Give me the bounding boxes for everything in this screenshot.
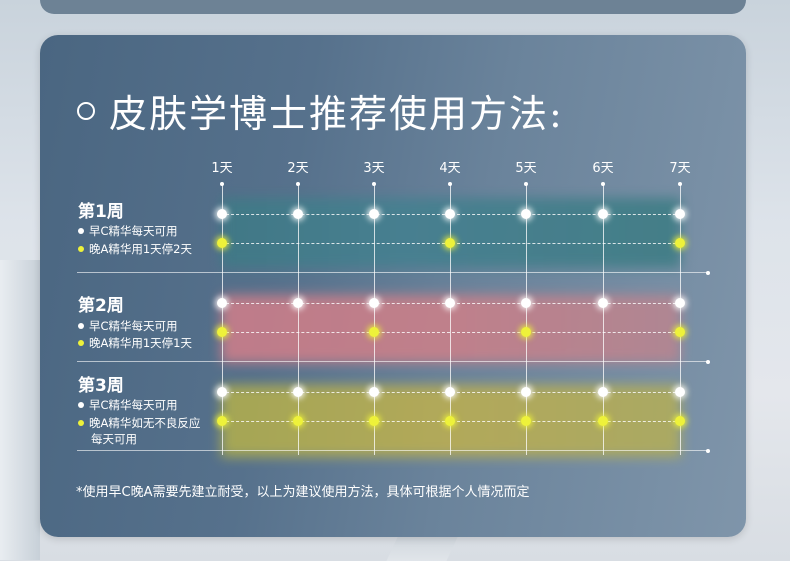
morning-dot: [369, 298, 379, 308]
background-decoration: [0, 260, 40, 560]
week2-night: 晚A精华用1天停1天: [78, 335, 192, 351]
morning-dot: [445, 209, 455, 219]
morning-dot: [369, 387, 379, 397]
morning-dot: [598, 298, 608, 308]
day-label: 3天: [363, 161, 385, 176]
morning-dot: [293, 298, 303, 308]
morning-dot: [217, 209, 227, 219]
week2-morning-label: 早C精华每天可用: [89, 319, 178, 333]
night-dot: [521, 416, 531, 426]
night-dot: [598, 416, 608, 426]
separator-end-dot: [706, 270, 710, 275]
night-dot: [675, 238, 685, 248]
day-label: 5天: [515, 161, 537, 176]
day-column-line: [298, 185, 299, 455]
yellow-dot-icon: [78, 340, 84, 346]
week1-morning-label: 早C精华每天可用: [89, 224, 178, 238]
white-dot-icon: [78, 402, 84, 408]
week3-night-label-cont: 每天可用: [91, 432, 137, 446]
morning-dot: [293, 387, 303, 397]
night-dot: [675, 327, 685, 337]
week1-night-label: 晚A精华用1天停2天: [89, 242, 192, 256]
day-label: 2天: [287, 161, 309, 176]
night-dot: [293, 416, 303, 426]
day-label: 1天: [211, 161, 233, 176]
separator-end-dot: [706, 359, 710, 364]
morning-dot: [675, 387, 685, 397]
yellow-dot-icon: [78, 246, 84, 252]
day-tick: [372, 182, 376, 186]
day-tick: [601, 182, 605, 186]
week-separator: [77, 272, 708, 273]
yellow-dot-icon: [78, 420, 84, 426]
footnote: *使用早C晚A需要先建立耐受，以上为建议使用方法，具体可根据个人情况而定: [76, 485, 530, 500]
week1-morning: 早C精华每天可用: [78, 223, 178, 239]
week2-night-label: 晚A精华用1天停1天: [89, 336, 192, 350]
day-label: 4天: [439, 161, 461, 176]
night-dot: [217, 238, 227, 248]
day-column-line: [374, 185, 375, 455]
night-dot: [217, 416, 227, 426]
white-dot-icon: [78, 323, 84, 329]
day-tick: [296, 182, 300, 186]
night-dot: [445, 416, 455, 426]
top-card-edge: [40, 0, 746, 14]
day-column-line: [450, 185, 451, 455]
morning-dot: [217, 298, 227, 308]
white-dot-icon: [78, 228, 84, 234]
night-dot: [369, 416, 379, 426]
day-column-line: [526, 185, 527, 455]
night-dash-line: [221, 332, 681, 333]
morning-dot: [445, 298, 455, 308]
morning-dot: [521, 387, 531, 397]
separator-end-dot: [706, 448, 710, 453]
week2-title: 第2周: [78, 296, 124, 316]
morning-dot: [217, 387, 227, 397]
day-label: 6天: [592, 161, 614, 176]
night-dot: [217, 327, 227, 337]
week3-night-label: 晚A精华如无不良反应: [89, 416, 201, 430]
day-column-line: [680, 185, 681, 455]
week3-night: 晚A精华如无不良反应: [78, 415, 200, 431]
morning-dot: [445, 387, 455, 397]
week3-title: 第3周: [78, 376, 124, 396]
week3-morning-label: 早C精华每天可用: [89, 398, 178, 412]
morning-dot: [598, 209, 608, 219]
week2-morning: 早C精华每天可用: [78, 318, 178, 334]
week1-night: 晚A精华用1天停2天: [78, 241, 192, 257]
night-dot: [445, 238, 455, 248]
morning-dot: [369, 209, 379, 219]
week1-title: 第1周: [78, 202, 124, 222]
morning-dot: [293, 209, 303, 219]
day-column-line: [222, 185, 223, 455]
day-tick: [678, 182, 682, 186]
week3-morning: 早C精华每天可用: [78, 397, 178, 413]
morning-dot: [598, 387, 608, 397]
day-column-line: [603, 185, 604, 455]
morning-dot: [521, 298, 531, 308]
day-tick: [220, 182, 224, 186]
title-row: 皮肤学博士推荐使用方法:: [77, 83, 564, 138]
morning-dot: [675, 209, 685, 219]
night-dot: [521, 327, 531, 337]
week-separator: [77, 450, 708, 451]
week-separator: [77, 361, 708, 362]
day-tick: [524, 182, 528, 186]
usage-card: 皮肤学博士推荐使用方法: 1天 2天 3天 4天 5天 6天 7天 第1周 早C精华每天可用…: [40, 35, 746, 537]
circle-icon: [77, 101, 95, 120]
morning-dot: [675, 298, 685, 308]
morning-dot: [521, 209, 531, 219]
day-tick: [448, 182, 452, 186]
day-label: 7天: [669, 161, 691, 176]
night-dot: [675, 416, 685, 426]
night-dot: [369, 327, 379, 337]
page-title: 皮肤学博士推荐使用方法:: [109, 92, 564, 136]
